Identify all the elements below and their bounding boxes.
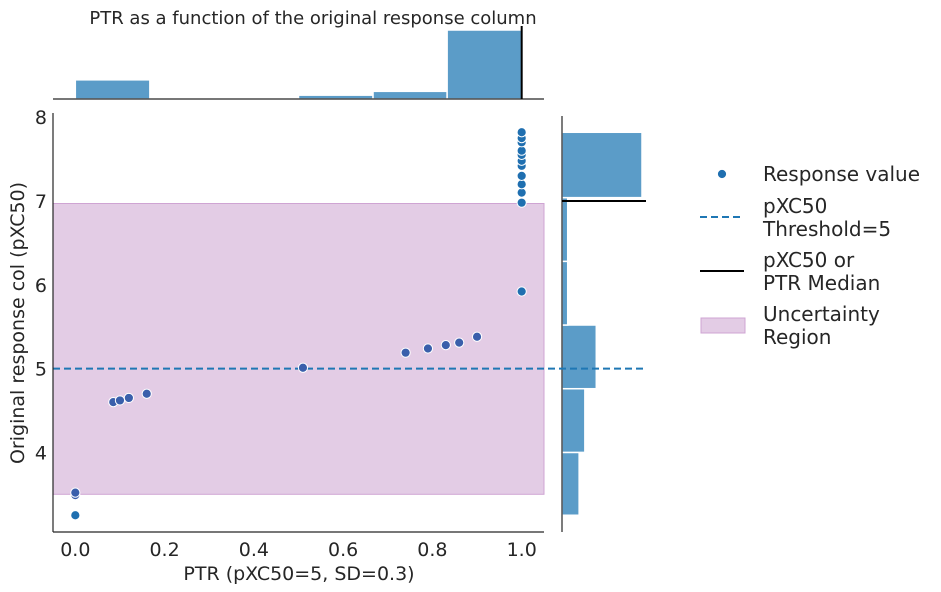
legend-label-median: PTR Median bbox=[763, 271, 880, 295]
data-point bbox=[400, 347, 411, 358]
data-point bbox=[440, 340, 451, 351]
uncertainty-region bbox=[52, 203, 545, 495]
y-tick-label: 8 bbox=[35, 107, 47, 129]
right-hist-bar bbox=[561, 451, 580, 516]
legend-label-region: Region bbox=[763, 325, 831, 349]
top-hist-bar bbox=[74, 79, 151, 100]
data-point bbox=[516, 187, 527, 198]
right-hist-bar bbox=[561, 196, 569, 263]
right-hist-bar bbox=[561, 324, 598, 390]
x-tick-label: 0.2 bbox=[149, 539, 179, 561]
legend-label-median: pXC50 or bbox=[763, 248, 855, 272]
x-tick-label: 0.4 bbox=[239, 539, 269, 561]
right-histogram bbox=[561, 116, 646, 532]
legend-label-threshold: pXC50 bbox=[763, 194, 827, 218]
top-histogram bbox=[53, 26, 544, 100]
data-point bbox=[471, 331, 483, 342]
chart-title: PTR as a function of the original respon… bbox=[89, 8, 536, 29]
data-point bbox=[123, 392, 134, 404]
legend-marker-response bbox=[716, 168, 728, 180]
right-hist-bar bbox=[561, 387, 586, 454]
x-tick-label: 0.6 bbox=[328, 539, 358, 561]
data-point bbox=[70, 510, 81, 521]
x-tick-label: 0.8 bbox=[417, 539, 447, 561]
main-plot: 0.0 0.2 0.4 0.6 0.8 1.0 4 5 6 7 8 bbox=[35, 107, 646, 561]
x-tick-label: 0.0 bbox=[60, 539, 90, 561]
x-axis-label: PTR (pXC50=5, SD=0.3) bbox=[183, 563, 414, 585]
data-point bbox=[516, 127, 527, 138]
top-hist-bar bbox=[446, 29, 523, 100]
top-hist-bar bbox=[372, 90, 448, 100]
data-point bbox=[114, 395, 126, 406]
y-tick-label: 7 bbox=[35, 191, 47, 213]
right-hist-bar bbox=[561, 260, 569, 326]
data-point bbox=[297, 362, 309, 373]
data-point bbox=[516, 179, 527, 190]
legend-label-response: Response value bbox=[763, 162, 920, 186]
legend-label-threshold: Threshold=5 bbox=[762, 217, 891, 241]
data-point bbox=[516, 170, 527, 181]
data-point bbox=[141, 388, 152, 399]
data-point bbox=[516, 197, 527, 208]
right-hist-bar bbox=[561, 131, 643, 199]
data-point bbox=[516, 145, 527, 156]
y-tick-label: 5 bbox=[35, 359, 47, 381]
data-point bbox=[70, 487, 81, 498]
legend-marker-region bbox=[700, 317, 746, 334]
data-point bbox=[422, 343, 434, 354]
y-tick-label: 6 bbox=[35, 275, 47, 297]
y-axis-label: Original response col (pXC50) bbox=[7, 182, 29, 464]
data-point bbox=[516, 286, 527, 297]
y-tick-label: 4 bbox=[35, 442, 47, 464]
x-tick-label: 1.0 bbox=[507, 539, 537, 561]
data-point bbox=[454, 337, 465, 348]
legend-label-region: Uncertainty bbox=[763, 302, 880, 326]
